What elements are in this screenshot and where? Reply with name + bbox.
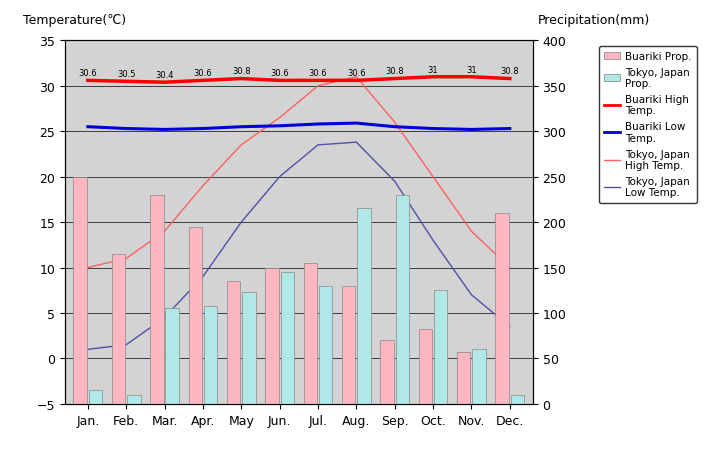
- Bar: [319, 286, 333, 404]
- Bar: [342, 286, 356, 404]
- Bar: [242, 292, 256, 404]
- Text: 30.5: 30.5: [117, 70, 135, 79]
- Bar: [495, 213, 509, 404]
- Bar: [227, 281, 240, 404]
- Bar: [150, 196, 163, 404]
- Bar: [166, 309, 179, 404]
- Legend: Buariki Prop., Tokyo, Japan
Prop., Buariki High
Temp., Buariki Low
Temp., Tokyo,: Buariki Prop., Tokyo, Japan Prop., Buari…: [599, 46, 696, 203]
- Bar: [73, 177, 87, 404]
- Bar: [510, 395, 524, 404]
- Bar: [357, 209, 371, 404]
- Bar: [418, 330, 432, 404]
- Bar: [204, 306, 217, 404]
- Text: 30.8: 30.8: [385, 67, 404, 76]
- Bar: [127, 395, 140, 404]
- Text: 30.4: 30.4: [156, 71, 174, 80]
- Text: 30.6: 30.6: [270, 69, 289, 78]
- Text: Precipitation(mm): Precipitation(mm): [537, 14, 649, 27]
- Text: 30.8: 30.8: [500, 67, 519, 76]
- Text: 31: 31: [428, 66, 438, 74]
- Text: 31: 31: [466, 66, 477, 74]
- Bar: [89, 390, 102, 404]
- Bar: [265, 268, 279, 404]
- Text: 30.6: 30.6: [78, 69, 97, 78]
- Bar: [304, 263, 317, 404]
- Bar: [380, 341, 394, 404]
- Bar: [434, 291, 447, 404]
- Bar: [189, 227, 202, 404]
- Bar: [457, 352, 470, 404]
- Bar: [281, 273, 294, 404]
- Text: 30.6: 30.6: [194, 69, 212, 78]
- Bar: [472, 350, 486, 404]
- Text: Temperature(℃): Temperature(℃): [23, 14, 126, 27]
- Text: 30.6: 30.6: [309, 69, 328, 78]
- Text: 30.6: 30.6: [347, 69, 366, 78]
- Text: 30.8: 30.8: [232, 67, 251, 76]
- Bar: [396, 196, 409, 404]
- Bar: [112, 254, 125, 404]
